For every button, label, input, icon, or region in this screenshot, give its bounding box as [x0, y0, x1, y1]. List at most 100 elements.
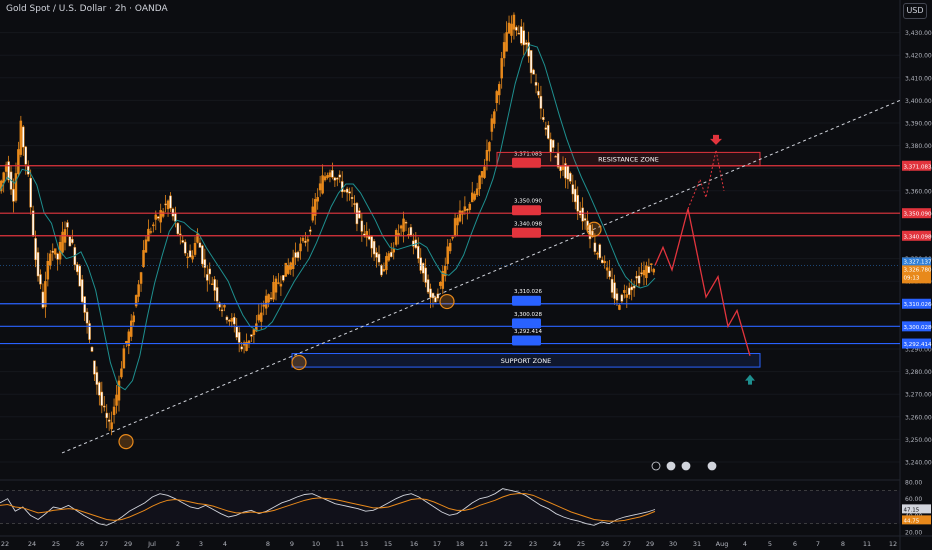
candle-body — [446, 246, 449, 264]
candle-body — [439, 281, 442, 286]
candle-body — [436, 293, 440, 299]
event-flag-icon — [651, 461, 661, 471]
time-tick-label: 31 — [693, 540, 701, 548]
candle-body — [488, 142, 491, 152]
candle-body — [367, 236, 371, 240]
level-tag — [512, 157, 541, 168]
candle-body — [282, 275, 285, 281]
price-tick-label: 3,430.000 — [905, 30, 932, 37]
candle-body — [316, 197, 319, 202]
candle-body — [76, 264, 79, 273]
candle-body — [520, 26, 523, 44]
rsi-tick-label: 20.00 — [905, 530, 922, 537]
candle-body — [127, 331, 131, 347]
candle-body — [93, 360, 96, 375]
candle-body — [485, 149, 489, 161]
candle-body — [399, 225, 403, 229]
currency-button[interactable]: USD — [903, 3, 927, 19]
candle-body — [331, 170, 334, 178]
touch-circle — [291, 354, 307, 371]
candle-body — [117, 380, 121, 401]
candle-body — [61, 231, 64, 253]
time-tick-label: 22 — [504, 540, 512, 548]
candle-body — [618, 305, 621, 310]
candle-body — [188, 250, 192, 258]
candle-body — [230, 318, 234, 322]
candle-body — [262, 304, 265, 307]
time-tick-label: 25 — [577, 540, 585, 548]
candle-body — [620, 294, 624, 302]
resistance-zone-label: RESISTANCE ZONE — [598, 156, 659, 164]
candle-body — [510, 23, 513, 36]
time-tick-label: 27 — [623, 540, 631, 548]
candle-body — [53, 248, 57, 255]
candle-body — [164, 203, 167, 206]
rsi-band — [0, 490, 900, 524]
axis-level-label: 3,371.083 — [904, 164, 932, 170]
candle-body — [257, 314, 261, 321]
time-tick-label: 15 — [384, 540, 392, 548]
candle-body — [596, 252, 599, 255]
candle-body — [269, 297, 273, 300]
candle-body — [419, 257, 422, 271]
projection-alt-path — [687, 150, 725, 210]
candle-body — [186, 256, 189, 259]
candle-body — [152, 224, 155, 227]
candle-body — [603, 261, 606, 264]
candle-body — [299, 243, 302, 252]
candle-body — [505, 32, 508, 52]
candle-body — [490, 118, 494, 132]
candle-body — [144, 239, 148, 253]
candle-body — [321, 175, 324, 194]
candle-body — [46, 260, 50, 280]
candle-body — [129, 320, 133, 337]
candle-body — [444, 266, 447, 277]
candle-body — [463, 206, 467, 212]
time-tick-label: 26 — [76, 540, 84, 548]
candle-body — [338, 174, 342, 178]
price-tick-label: 3,360.000 — [905, 188, 932, 195]
candle-body — [588, 224, 592, 240]
candle-body — [475, 188, 479, 196]
candle-body — [22, 126, 25, 148]
candle-body — [340, 181, 344, 193]
support-zone-label: SUPPORT ZONE — [501, 357, 551, 365]
candle-body — [559, 166, 562, 171]
time-tick-label: 4 — [743, 540, 747, 548]
candle-body — [323, 176, 327, 181]
time-tick-label: 3 — [199, 540, 203, 548]
time-tick-label: 7 — [816, 540, 820, 548]
price-tick-label: 3,280.000 — [905, 369, 932, 376]
rsi-signal-tag — [902, 515, 931, 525]
axis-level-tag — [902, 230, 931, 241]
up-arrow-icon — [745, 374, 755, 385]
candle-body — [583, 218, 587, 221]
event-flag-icon — [666, 461, 676, 471]
rsi-tick-label: 80.00 — [905, 480, 922, 487]
candle-body — [14, 173, 18, 201]
candle-body — [608, 270, 611, 277]
candle-body — [181, 240, 185, 243]
candle-body — [480, 171, 484, 178]
candle-body — [39, 274, 42, 285]
trendline — [61, 99, 901, 454]
prev-price-label: 3,326.780 — [904, 267, 932, 273]
candle-body — [569, 172, 572, 182]
candle-body — [360, 220, 364, 232]
candle-body — [502, 42, 506, 59]
candle-body — [240, 346, 243, 350]
candle-body — [171, 208, 175, 217]
candle-body — [478, 175, 481, 190]
candle-body — [522, 30, 526, 46]
time-tick-label: 26 — [601, 540, 609, 548]
candle-body — [19, 120, 23, 155]
candle-body — [142, 250, 145, 267]
candle-body — [267, 294, 270, 303]
candle-body — [166, 200, 170, 210]
axis-level-label: 3,350.090 — [904, 212, 932, 218]
time-tick-label: 5 — [768, 540, 772, 548]
candle-body — [431, 292, 435, 299]
candle-body — [353, 203, 356, 205]
time-tick-label: 2 — [176, 540, 180, 548]
